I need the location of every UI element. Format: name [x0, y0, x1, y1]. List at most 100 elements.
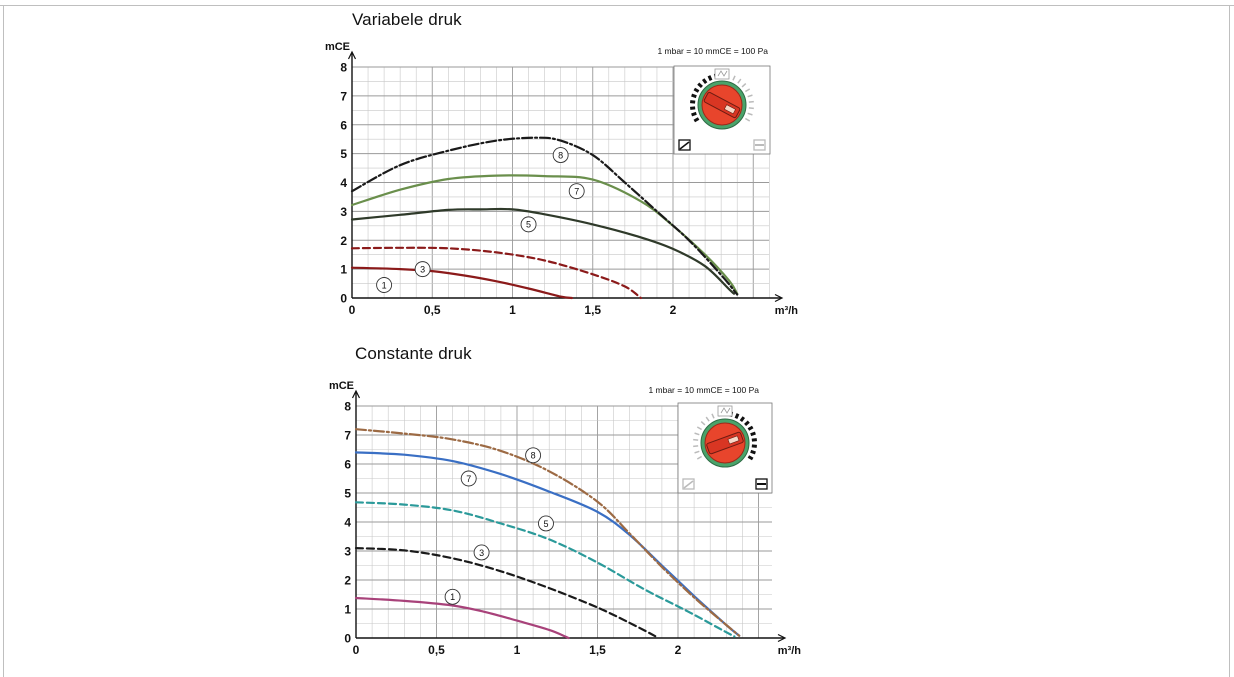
- series-label-8: 8: [525, 447, 542, 464]
- series-line-5: [350, 207, 736, 295]
- chart-title-constant-pressure: Constante druk: [355, 344, 472, 363]
- y-tick-label: 5: [340, 147, 347, 161]
- air-purge-icon-mark: [720, 407, 731, 414]
- air-purge-icon: [714, 68, 730, 80]
- series-label-text: 7: [574, 186, 579, 196]
- x-tick-label: 1,5: [589, 643, 606, 657]
- series-label-text: 8: [558, 150, 563, 160]
- series-line-3: [350, 246, 642, 300]
- y-axis-label: mCE: [325, 41, 350, 53]
- speed-scale-tick: [751, 444, 757, 448]
- chart-title-variable-pressure: Variabele druk: [352, 10, 462, 29]
- series-label-7: 7: [568, 183, 585, 200]
- speed-scale-tick: [694, 450, 700, 454]
- series-label-3: 3: [414, 261, 431, 278]
- x-tick-label: 1: [509, 303, 516, 317]
- series-label-text: 3: [420, 264, 425, 274]
- y-tick-label: 0: [344, 632, 351, 646]
- knob-pointer-marker: [727, 435, 740, 445]
- series-label-7: 7: [460, 470, 477, 487]
- x-tick-label: 1: [514, 643, 521, 657]
- speed-scale-tick: [693, 438, 699, 441]
- y-tick-label: 3: [340, 205, 347, 219]
- series-label-text: 7: [466, 474, 471, 484]
- series-line-1: [350, 266, 573, 300]
- speed-scale-tick: [701, 78, 708, 85]
- x-tick-label: 0: [349, 303, 356, 317]
- speed-scale-tick: [741, 83, 747, 88]
- series-label-circle: [568, 183, 585, 200]
- speed-scale-tick: [744, 420, 750, 427]
- series-line-3: [354, 547, 660, 640]
- knob-pointer-marker: [723, 104, 736, 115]
- y-tick-label: 3: [344, 545, 351, 559]
- series-label-circle: [376, 277, 393, 293]
- y-axis-arrow: [351, 389, 361, 399]
- series-line-1: [354, 596, 570, 640]
- series-label-1: 1: [376, 277, 393, 293]
- series-label-circle: [473, 544, 490, 561]
- y-axis-arrow: [347, 50, 357, 60]
- speed-scale-tick: [732, 75, 736, 81]
- speed-selector-illustration: [673, 65, 771, 155]
- x-tick-label: 1,5: [584, 303, 601, 317]
- series-label-circle: [444, 588, 461, 605]
- air-purge-icon: [717, 405, 733, 417]
- series-label-circle: [460, 470, 477, 487]
- speed-scale-tick: [745, 88, 751, 93]
- speed-selector-illustration: [677, 402, 773, 494]
- y-tick-label: 1: [340, 263, 347, 277]
- series-line-7: [350, 174, 739, 295]
- series-label-text: 5: [526, 220, 531, 230]
- page-frame-left: [3, 5, 4, 677]
- y-tick-label: 4: [340, 176, 347, 190]
- x-axis-label: m³/h: [778, 645, 802, 657]
- y-tick-label: 8: [340, 61, 347, 75]
- series-label-1: 1: [444, 588, 461, 605]
- speed-scale-tick: [737, 78, 742, 84]
- speed-scale-tick: [747, 425, 754, 431]
- variable-pressure-icon-box: [682, 478, 695, 490]
- speed-scale-tick: [751, 438, 757, 442]
- series-label-text: 1: [382, 280, 387, 290]
- speed-scale-tick: [734, 413, 740, 419]
- air-purge-icon-mark: [717, 70, 728, 77]
- speed-scale-tick: [750, 449, 756, 455]
- x-axis-label: m³/h: [775, 305, 799, 317]
- speed-scale-tick: [697, 82, 703, 89]
- speed-scale-tick: [747, 112, 753, 116]
- x-axis-arrow: [777, 633, 787, 643]
- y-tick-label: 2: [340, 234, 347, 248]
- y-tick-label: 7: [340, 89, 347, 103]
- speed-scale-tick: [748, 100, 754, 103]
- speed-scale-tick: [705, 416, 710, 422]
- speed-scale-tick: [690, 100, 696, 104]
- unit-conversion-note: 1 mbar = 10 mmCE = 100 Pa: [657, 46, 768, 56]
- series-label-circle: [520, 216, 537, 233]
- speed-scale-tick: [696, 455, 702, 460]
- y-axis-label: mCE: [329, 380, 354, 392]
- constant-pressure-icon: [755, 478, 768, 490]
- speed-scale-tick: [693, 117, 700, 123]
- speed-scale-tick: [691, 111, 697, 117]
- speed-scale-tick: [747, 455, 754, 461]
- variable-pressure-icon-line: [679, 141, 690, 150]
- page-frame-top: [0, 5, 1234, 6]
- speed-scale-tick: [691, 93, 697, 99]
- speed-scale-tick: [745, 117, 751, 122]
- series-label-circle: [552, 147, 569, 164]
- speed-scale-tick: [747, 94, 753, 98]
- series-label-text: 3: [479, 548, 484, 558]
- speed-scale-tick: [694, 432, 700, 436]
- speed-scale-tick: [693, 445, 699, 448]
- speed-scale-tick: [748, 107, 754, 110]
- x-tick-label: 2: [675, 643, 682, 657]
- y-tick-label: 6: [344, 458, 351, 472]
- tick-labels: 0 1 2 3 4 5 6 7 8 0 0,5 1 1,5 2: [344, 400, 681, 658]
- constant-pressure-icon-box: [755, 478, 768, 490]
- page-frame-right: [1229, 5, 1230, 677]
- x-tick-label: 0,5: [428, 643, 445, 657]
- y-tick-label: 0: [340, 292, 347, 306]
